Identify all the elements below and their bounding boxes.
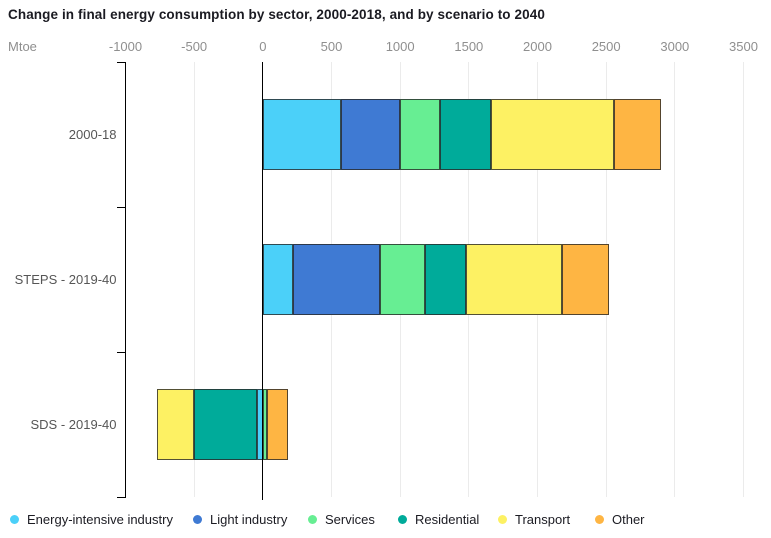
legend-item-label: Light industry: [210, 512, 288, 527]
x-grid-line: [674, 62, 676, 497]
bar-segment[interactable]: [262, 244, 294, 315]
bar-segment[interactable]: [466, 244, 563, 315]
legend-item-label: Residential: [415, 512, 480, 527]
category-label: SDS - 2019-40: [30, 416, 117, 432]
category-label: 2000-18: [68, 126, 117, 142]
x-tick-label: 2000: [523, 39, 552, 54]
y-axis-tick: [116, 351, 126, 353]
legend-item-label: Transport: [515, 512, 571, 527]
legend-dot-icon: [595, 515, 604, 524]
legend-dot-icon: [398, 515, 407, 524]
legend-dot-icon: [308, 515, 317, 524]
legend-item-label: Services: [325, 512, 375, 527]
bar-segment[interactable]: [400, 99, 440, 170]
x-tick-label: -1000: [108, 39, 143, 54]
x-tick-label: 0: [259, 39, 267, 54]
x-tick-label: 3000: [660, 39, 690, 54]
y-axis-tick: [116, 61, 126, 63]
bar-segment[interactable]: [262, 389, 267, 460]
bar-segment[interactable]: [424, 244, 467, 315]
legend-dot-icon: [10, 515, 19, 524]
y-axis-line: [125, 62, 126, 497]
bar-segment[interactable]: [194, 389, 258, 460]
chart-title: Change in final energy consumption by se…: [8, 7, 545, 22]
bar-segment[interactable]: [257, 389, 263, 460]
axis-unit-label: Mtoe: [8, 39, 37, 54]
bar-segment[interactable]: [266, 389, 288, 460]
bar-segment[interactable]: [157, 389, 195, 460]
x-tick-label: -500: [181, 39, 208, 54]
legend-item-label: Energy-intensive industry: [27, 512, 173, 527]
x-grid-line: [193, 62, 195, 497]
category-label: STEPS - 2019-40: [14, 271, 117, 287]
x-tick-label: 3500: [729, 39, 758, 54]
bar-segment[interactable]: [262, 99, 342, 170]
x-tick-label: 2500: [591, 39, 621, 54]
bar-segment[interactable]: [379, 244, 425, 315]
bar-segment[interactable]: [293, 244, 380, 315]
y-axis-tick: [116, 496, 126, 498]
legend: Energy-intensive industry Light industry S…: [0, 511, 771, 529]
legend-dot-icon: [193, 515, 202, 524]
zero-line: [262, 62, 264, 500]
x-tick-label: 1500: [454, 39, 484, 54]
bar-segment[interactable]: [341, 99, 401, 170]
x-grid-line: [743, 62, 744, 497]
bar-segment[interactable]: [490, 99, 615, 170]
bar-segment[interactable]: [562, 244, 609, 315]
y-axis-tick: [116, 206, 126, 208]
legend-item-label: Other: [612, 512, 645, 527]
legend-dot-icon: [498, 515, 507, 524]
x-tick-label: 500: [320, 39, 343, 54]
x-tick-label: 1000: [385, 39, 415, 54]
bar-segment[interactable]: [614, 99, 662, 170]
bar-segment[interactable]: [439, 99, 491, 170]
